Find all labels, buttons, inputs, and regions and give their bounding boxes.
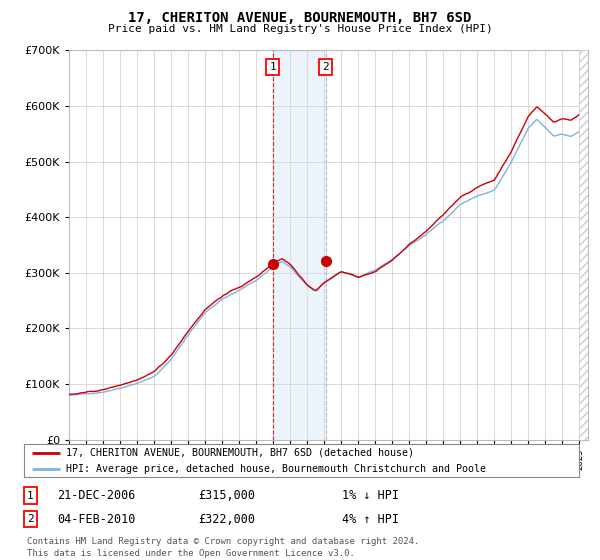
Bar (272, 50, 326, 440)
Text: 17, CHERITON AVENUE, BOURNEMOUTH, BH7 6SD (detached house): 17, CHERITON AVENUE, BOURNEMOUTH, BH7 6S… (65, 448, 413, 458)
Text: Price paid vs. HM Land Registry's House Price Index (HPI): Price paid vs. HM Land Registry's House … (107, 24, 493, 34)
Text: 2: 2 (322, 62, 329, 72)
Text: 21-DEC-2006: 21-DEC-2006 (57, 489, 136, 502)
Text: £315,000: £315,000 (198, 489, 255, 502)
Text: 1% ↓ HPI: 1% ↓ HPI (342, 489, 399, 502)
Text: Contains HM Land Registry data © Crown copyright and database right 2024.: Contains HM Land Registry data © Crown c… (27, 537, 419, 546)
Text: 04-FEB-2010: 04-FEB-2010 (57, 512, 136, 526)
Text: £322,000: £322,000 (198, 512, 255, 526)
Text: 1: 1 (27, 491, 34, 501)
Text: 4% ↑ HPI: 4% ↑ HPI (342, 512, 399, 526)
Text: 17, CHERITON AVENUE, BOURNEMOUTH, BH7 6SD: 17, CHERITON AVENUE, BOURNEMOUTH, BH7 6S… (128, 11, 472, 25)
Text: 1: 1 (269, 62, 276, 72)
Text: 2: 2 (27, 514, 34, 524)
Text: This data is licensed under the Open Government Licence v3.0.: This data is licensed under the Open Gov… (27, 549, 355, 558)
Text: HPI: Average price, detached house, Bournemouth Christchurch and Poole: HPI: Average price, detached house, Bour… (65, 464, 485, 474)
